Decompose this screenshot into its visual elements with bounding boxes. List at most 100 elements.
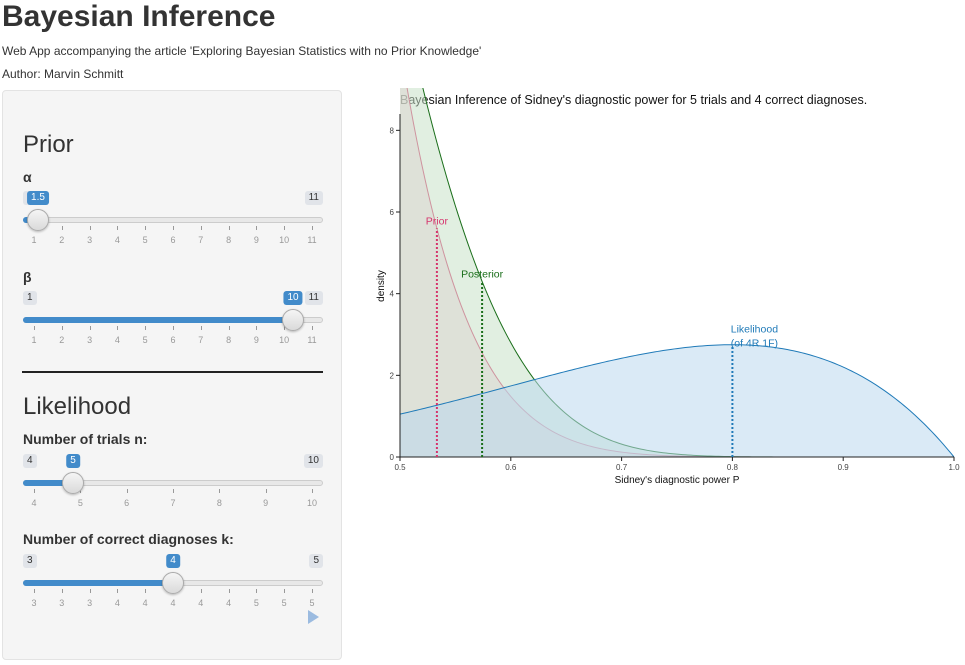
slider-tick-label: 3 — [31, 598, 37, 608]
y-tick-label: 8 — [390, 126, 395, 135]
annotation-sub-likelihood: (of 4R 1F) — [731, 338, 778, 350]
slider-tick-label: 9 — [253, 235, 259, 245]
slider-tick-label: 4 — [198, 598, 204, 608]
slider-tick — [173, 489, 174, 493]
slider-tick — [312, 489, 313, 493]
slider-tick-label: 4 — [114, 598, 120, 608]
slider-tick — [173, 326, 174, 330]
x-tick-label: 0.9 — [838, 463, 850, 472]
annotation-posterior: Posterior — [461, 268, 504, 280]
slider-tick-label: 8 — [226, 235, 232, 245]
slider-tick-label: 10 — [306, 498, 318, 508]
slider-handle[interactable] — [62, 472, 84, 494]
trials-slider[interactable]: 4 10 5 4 5 6 7 8 9 10 — [23, 454, 323, 514]
slider-tick — [312, 589, 313, 593]
slider-tick — [173, 226, 174, 230]
annotation-likelihood: Likelihood — [731, 324, 778, 336]
y-tick-label: 4 — [390, 290, 395, 299]
x-tick-label: 1.0 — [948, 463, 960, 472]
annotation-prior: Prior — [426, 215, 449, 227]
slider-tick-label: 2 — [59, 235, 65, 245]
prior-heading: Prior — [23, 131, 74, 158]
series-area-likelihood — [400, 344, 954, 457]
slider-tick — [61, 326, 63, 330]
slider-tick-label: 11 — [307, 335, 317, 345]
slider-tick-label: 4 — [142, 598, 148, 608]
slider-tick — [284, 589, 286, 593]
correct-slider[interactable]: 3 5 4 3 3 3 4 4 4 4 4 5 5 5 — [23, 554, 323, 614]
slider-fill — [23, 317, 293, 323]
slider-tick-label: 6 — [170, 335, 176, 345]
slider-tick — [61, 226, 63, 230]
slider-tick-label: 6 — [170, 235, 176, 245]
slider-tick-label: 3 — [87, 598, 93, 608]
slider-tick-label: 5 — [77, 498, 83, 508]
slider-value-label: 1.5 — [27, 191, 49, 205]
slider-tick-label: 10 — [279, 235, 290, 245]
slider-tick — [228, 326, 230, 330]
slider-handle[interactable] — [282, 309, 304, 331]
slider-tick — [256, 589, 258, 593]
slider-tick — [126, 489, 128, 493]
slider-tick — [80, 489, 82, 493]
slider-tick — [312, 326, 313, 330]
slider-max-label: 11 — [304, 291, 323, 305]
slider-tick-label: 1 — [31, 235, 37, 245]
slider-tick-label: 6 — [124, 498, 130, 508]
slider-tick — [89, 589, 91, 593]
play-animation-icon[interactable] — [308, 610, 319, 624]
slider-tick-label: 5 — [309, 598, 315, 608]
plot-title: Bayesian Inference of Sidney's diagnosti… — [400, 93, 867, 107]
slider-tick — [145, 589, 147, 593]
slider-tick — [228, 226, 230, 230]
x-axis-label: Sidney's diagnostic power P — [615, 475, 740, 486]
slider-handle[interactable] — [27, 209, 49, 231]
slider-tick-label: 7 — [198, 235, 204, 245]
slider-max-label: 5 — [309, 554, 323, 568]
slider-tick — [265, 489, 267, 493]
slider-value-label: 5 — [66, 454, 80, 468]
slider-tick-label: 4 — [226, 598, 232, 608]
series-line-likelihood — [399, 344, 955, 458]
slider-tick — [117, 589, 119, 593]
slider-tick — [228, 589, 230, 593]
slider-tick — [312, 226, 313, 230]
slider-tick — [145, 226, 147, 230]
x-tick-label: 0.5 — [394, 463, 406, 472]
slider-tick — [34, 326, 35, 330]
slider-tick — [256, 326, 258, 330]
slider-tick-label: 7 — [198, 335, 204, 345]
slider-tick-label: 4 — [170, 598, 176, 608]
likelihood-heading: Likelihood — [23, 393, 132, 420]
slider-tick-label: 5 — [253, 598, 259, 608]
author-line: Author: Marvin Schmitt — [2, 67, 124, 81]
slider-tick — [117, 326, 119, 330]
slider-handle[interactable] — [162, 572, 184, 594]
trials-label: Number of trials n: — [23, 431, 148, 447]
section-divider — [22, 371, 323, 373]
slider-tick — [200, 589, 202, 593]
slider-tick-label: 5 — [142, 335, 148, 345]
slider-value-label: 10 — [283, 291, 303, 305]
slider-tick — [117, 226, 119, 230]
slider-tick — [200, 326, 202, 330]
slider-min-label: 4 — [23, 454, 37, 468]
y-tick-label: 6 — [390, 208, 395, 217]
slider-tick-label: 3 — [87, 335, 93, 345]
correct-label: Number of correct diagnoses k: — [23, 531, 234, 547]
beta-label: β — [23, 269, 32, 285]
slider-fill — [23, 480, 73, 486]
slider-tick-label: 11 — [307, 235, 317, 245]
x-tick-label: 0.6 — [505, 463, 517, 472]
slider-value-label: 4 — [166, 554, 180, 568]
slider-tick — [89, 226, 91, 230]
slider-tick — [34, 589, 35, 593]
slider-tick-label: 8 — [216, 498, 222, 508]
slider-tick-label: 4 — [31, 498, 37, 508]
slider-tick-label: 2 — [59, 335, 65, 345]
slider-track[interactable] — [23, 217, 323, 223]
beta-slider[interactable]: 1 11 10 1 2 3 4 5 6 7 8 9 10 11 — [23, 291, 323, 351]
slider-tick-label: 3 — [87, 235, 93, 245]
